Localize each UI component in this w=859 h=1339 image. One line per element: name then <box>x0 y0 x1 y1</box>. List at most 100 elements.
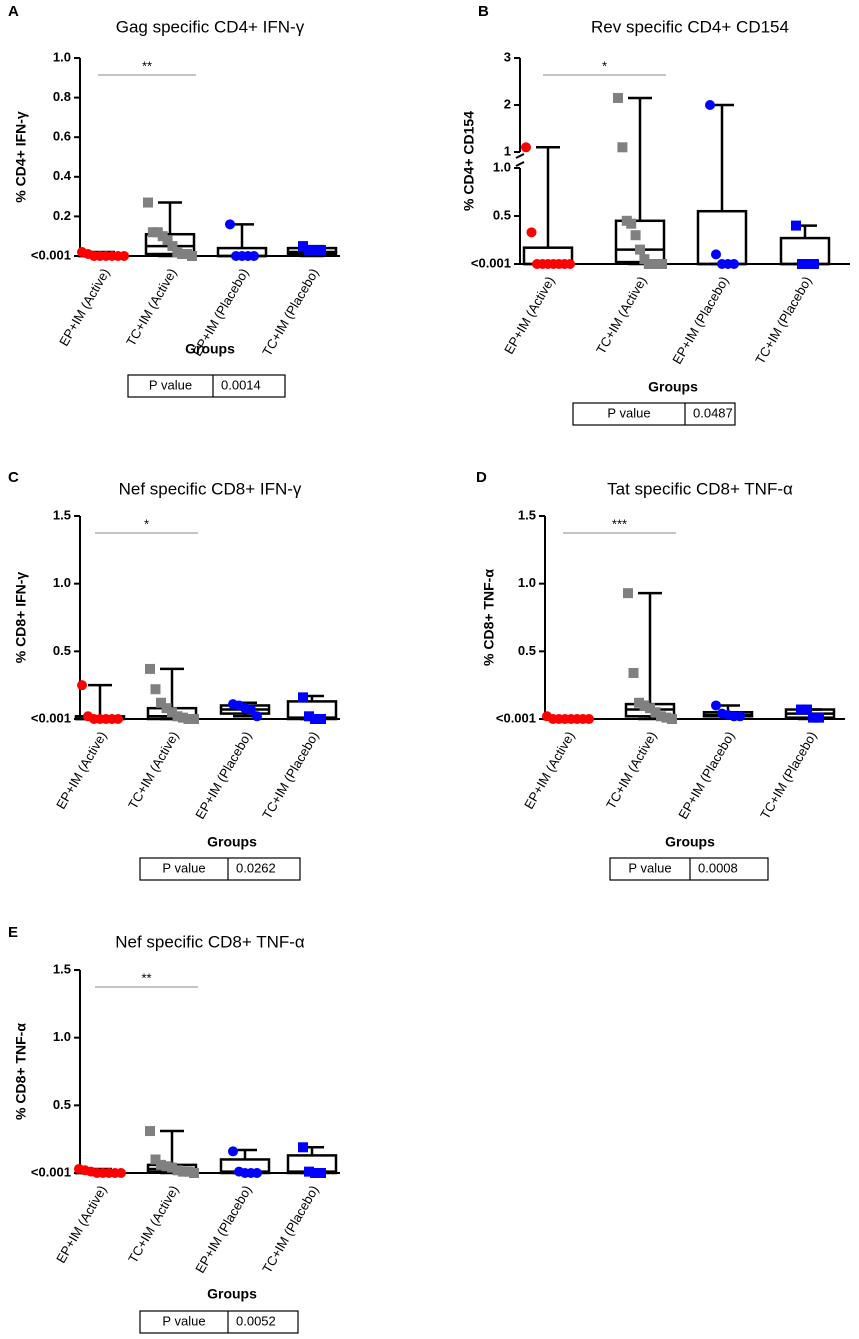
point <box>584 714 594 724</box>
point <box>156 697 166 708</box>
point <box>172 1165 183 1176</box>
chart-title: Nef specific CD8+ TNF-α <box>115 932 305 951</box>
point <box>77 680 87 691</box>
point <box>310 245 320 256</box>
x-tick-label: EP+IM (Placebo) <box>669 274 731 367</box>
stats-value: 0.0014 <box>221 377 261 392</box>
stats-table <box>127 374 286 398</box>
stats-value: 0.0487 <box>693 405 733 420</box>
y-tick-label: 2 <box>504 96 511 111</box>
axis-break <box>515 153 525 159</box>
x-tick-label: EP+IM (Active) <box>53 1183 110 1266</box>
y-tick-label: 0.6 <box>53 129 71 144</box>
y-tick-label: 1.0 <box>53 575 71 590</box>
point <box>187 251 197 261</box>
y-tick-label: 0.5 <box>53 1097 71 1112</box>
point <box>526 227 537 238</box>
y-tick-label: <0.001 <box>496 710 536 725</box>
point <box>797 259 807 269</box>
point <box>711 249 721 260</box>
axis-break <box>515 161 525 167</box>
y-tick-label: 0.4 <box>53 168 72 183</box>
point <box>521 142 531 153</box>
box <box>144 232 196 256</box>
point <box>802 704 812 715</box>
point <box>809 259 819 269</box>
point <box>304 711 314 722</box>
x-axis-label: Groups <box>207 1286 257 1302</box>
x-tick-label: EP+IM (Placebo) <box>675 729 737 822</box>
significance-label: *** <box>612 516 627 531</box>
point <box>167 707 177 718</box>
point <box>613 92 623 103</box>
y-tick-label: <0.001 <box>31 247 71 262</box>
y-axis-label: % CD8+ IFN-γ <box>13 572 29 664</box>
point <box>298 241 308 252</box>
box <box>696 209 748 266</box>
point <box>178 1166 188 1177</box>
stats-header: P value <box>628 860 671 875</box>
point <box>304 1166 314 1177</box>
point <box>167 241 178 252</box>
y-axis-label: % CD4+ CD154 <box>461 111 477 211</box>
stats-table <box>139 1310 299 1334</box>
x-axis-label: Groups <box>648 379 698 395</box>
point <box>161 1161 172 1172</box>
point <box>565 259 575 269</box>
chart-title: Gag specific CD4+ IFN-γ <box>116 17 305 36</box>
x-tick-label: EP+IM (Active) <box>53 729 110 812</box>
point <box>626 218 637 229</box>
x-tick-label: TC+IM (Active) <box>593 274 650 357</box>
y-tick-label: 1.0 <box>493 159 511 174</box>
x-tick-label: TC+IM (Active) <box>125 1183 182 1266</box>
y-tick-label: 0.2 <box>53 208 71 223</box>
point <box>657 259 667 269</box>
point <box>298 1142 308 1153</box>
point <box>316 1168 326 1178</box>
point <box>735 711 745 722</box>
point <box>298 692 308 703</box>
point <box>167 1162 177 1173</box>
point <box>113 714 123 724</box>
stats-table <box>139 857 301 881</box>
point <box>310 714 320 724</box>
significance-label: ** <box>141 970 151 985</box>
significance-label: ** <box>142 58 152 73</box>
x-tick-label: EP+IM (Placebo) <box>192 729 254 822</box>
point <box>617 142 628 153</box>
point <box>808 712 818 723</box>
significance-label: * <box>144 516 149 531</box>
y-tick-label: 0.5 <box>53 643 71 658</box>
point <box>228 1146 238 1157</box>
point <box>183 1166 194 1177</box>
y-tick-label: 1.5 <box>53 961 71 976</box>
point <box>316 245 326 256</box>
stats-header: P value <box>162 1313 205 1328</box>
point <box>178 712 188 723</box>
x-axis-label: Groups <box>207 834 257 850</box>
y-tick-label: 1 <box>504 143 511 158</box>
point <box>183 714 194 724</box>
stats-table <box>609 857 769 881</box>
y-tick-label: 1.0 <box>53 1029 71 1044</box>
y-tick-label: <0.001 <box>31 1164 71 1179</box>
point <box>249 251 259 261</box>
stats-value: 0.0262 <box>236 860 276 875</box>
y-tick-label: 1.0 <box>53 49 71 64</box>
x-tick-label: TC+IM (Placebo) <box>259 266 321 359</box>
point <box>803 259 813 269</box>
x-axis-label: Groups <box>185 341 235 357</box>
point <box>225 219 235 230</box>
point <box>143 197 153 208</box>
point <box>252 711 262 722</box>
x-tick-label: TC+IM (Active) <box>125 729 182 812</box>
point <box>711 700 721 711</box>
y-axis-label: % CD8+ TNF-α <box>481 569 497 666</box>
stats-header: P value <box>162 860 205 875</box>
x-tick-label: EP+IM (Active) <box>56 266 113 349</box>
panel-letter: C <box>8 469 19 486</box>
point <box>623 588 633 599</box>
x-tick-label: EP+IM (Active) <box>501 274 558 357</box>
point <box>189 1168 199 1178</box>
